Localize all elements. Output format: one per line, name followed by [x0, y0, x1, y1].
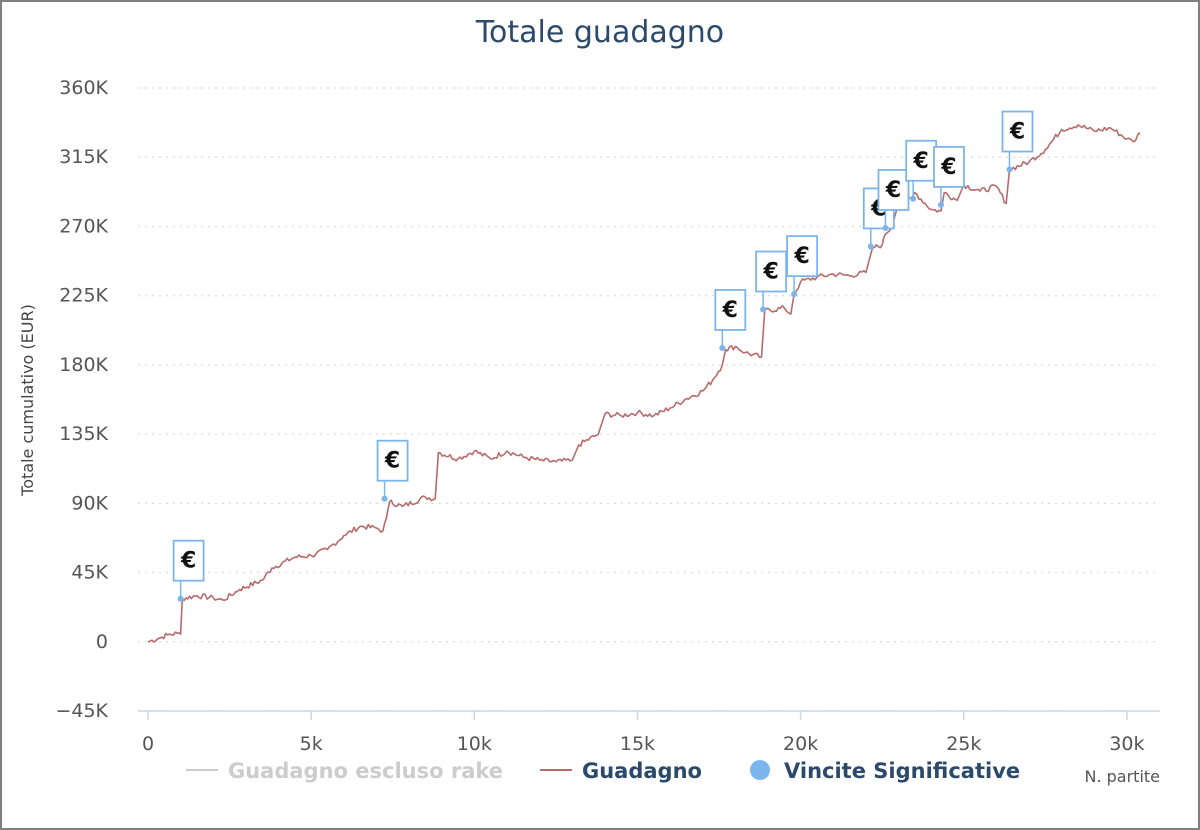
- win-point: [760, 306, 767, 313]
- win-point: [867, 243, 874, 250]
- x-axis-label: N. partite: [1084, 767, 1160, 786]
- x-tick-label: 10k: [457, 733, 492, 755]
- y-tick-label: 180K: [59, 354, 108, 376]
- y-tick-label: −45K: [55, 700, 108, 722]
- y-tick-label: 225K: [59, 285, 108, 307]
- win-flag-label: €: [793, 244, 809, 269]
- chart-title: Totale guadagno: [475, 15, 724, 50]
- x-tick-label: 25k: [946, 733, 981, 755]
- win-point: [381, 495, 388, 502]
- x-tick-label: 5k: [300, 733, 323, 755]
- win-flag-box: [376, 439, 409, 482]
- legend-label-guadagno: Guadagno: [582, 759, 702, 783]
- win-flag-label: €: [762, 260, 778, 285]
- x-tick-label: 30k: [1109, 733, 1144, 755]
- win-flag-label: €: [722, 298, 738, 323]
- series-line-guadagno: [147, 124, 1141, 643]
- win-flag-box: [714, 289, 747, 331]
- win-point: [910, 195, 917, 202]
- win-flag-box: [877, 169, 910, 211]
- y-tick-label: 360K: [59, 77, 108, 99]
- win-flag-box: [933, 146, 965, 188]
- win-flag-box: [905, 139, 938, 182]
- y-tick-label: 0: [96, 631, 108, 653]
- win-point: [719, 344, 726, 351]
- legend-marker-vincite-significative: [750, 760, 770, 780]
- win-point: [1006, 166, 1013, 173]
- y-axis-label: Totale cumulativo (EUR): [18, 304, 37, 497]
- y-tick-label: 315K: [59, 146, 108, 168]
- win-flag-box: [755, 250, 788, 293]
- y-tick-label: 90K: [71, 492, 108, 514]
- y-tick-label: 45K: [71, 562, 108, 584]
- x-tick-label: 20k: [783, 733, 818, 755]
- win-flag-box: [786, 235, 819, 278]
- win-flag-label: €: [940, 155, 956, 180]
- y-tick-label: 135K: [59, 423, 108, 445]
- win-flag-label: €: [913, 149, 929, 174]
- win-point: [882, 224, 889, 231]
- x-tick-label: 15k: [620, 733, 655, 755]
- y-tick-label: 270K: [59, 215, 108, 237]
- win-point: [177, 595, 184, 602]
- win-flag-label: €: [180, 549, 196, 574]
- x-tick-label: 0: [142, 733, 154, 755]
- win-flag-label: €: [885, 178, 901, 203]
- win-point: [791, 291, 798, 298]
- win-flag-box: [1001, 110, 1034, 153]
- win-point: [937, 201, 944, 208]
- win-flag-box: [172, 539, 205, 582]
- legend-label-vincite-significative: Vincite Significative: [784, 759, 1020, 783]
- win-flag-label: €: [384, 449, 400, 474]
- win-flag-label: €: [1009, 120, 1025, 145]
- legend-label-guadagno-escluso-rake: Guadagno escluso rake: [228, 759, 503, 783]
